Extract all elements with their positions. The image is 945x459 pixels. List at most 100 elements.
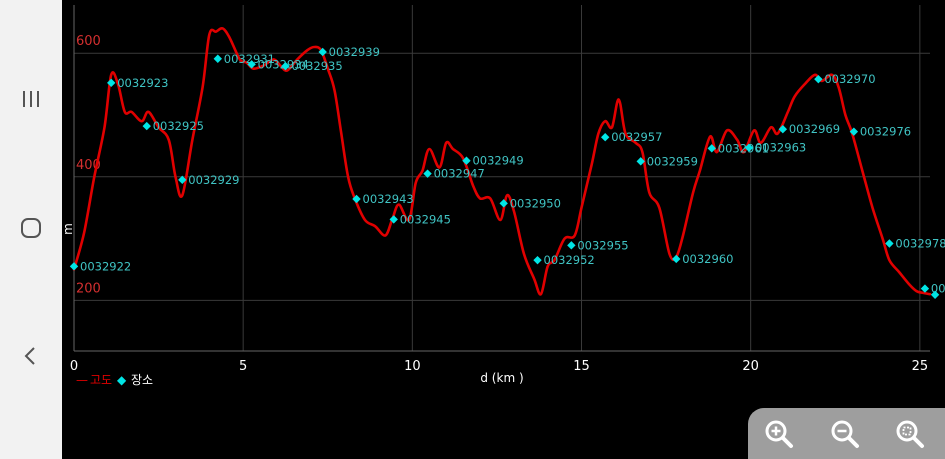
x-tick-label: 10 <box>404 359 421 374</box>
waypoint-marker <box>707 144 716 153</box>
legend: — 고도 ◆ 장소 <box>76 373 153 387</box>
android-nav-bar <box>0 0 62 459</box>
waypoint-marker <box>142 121 151 131</box>
waypoint-label: 0032978 <box>895 236 945 250</box>
waypoint-label: 0032960 <box>682 252 733 266</box>
waypoint-marker <box>778 124 788 134</box>
waypoint-label: 0032955 <box>577 238 628 252</box>
waypoint-marker <box>885 239 894 248</box>
waypoint-marker <box>930 290 940 299</box>
waypoint[interactable]: 0032959 <box>636 154 698 168</box>
zoom-fit-icon <box>896 420 924 448</box>
waypoint-label: 0032931 <box>224 52 275 66</box>
waypoint[interactable]: 0032935 <box>281 59 343 73</box>
waypoint-marker <box>600 133 610 142</box>
waypoint-marker <box>672 254 681 264</box>
waypoint[interactable]: 0032947 <box>423 167 485 181</box>
waypoint-label: 0032969 <box>789 122 840 136</box>
waypoint-marker <box>247 60 256 69</box>
waypoint-label: 0032952 <box>544 253 595 267</box>
waypoint-label: 0032929 <box>188 173 239 187</box>
x-tick-labels: 0 5 10 15 20 25 <box>70 359 928 374</box>
y-tick-label: 200 <box>76 281 101 296</box>
waypoint-label: 0032976 <box>860 125 911 139</box>
back-button[interactable] <box>0 336 62 376</box>
chart-grid <box>74 5 930 351</box>
waypoint[interactable]: 0032955 <box>567 238 629 252</box>
waypoint-label: 0032947 <box>434 167 485 181</box>
waypoint-markers: 0032922 0032923 0032925 0032929 0032931 00329… <box>69 45 945 299</box>
waypoint-marker <box>920 284 930 293</box>
waypoint-label: 0032943 <box>363 192 414 206</box>
waypoint[interactable]: 0032978 <box>885 236 945 250</box>
waypoint[interactable]: 0032945 <box>389 212 451 226</box>
waypoint-marker <box>636 157 645 166</box>
waypoint-label: 0032963 <box>755 141 806 155</box>
waypoint-marker <box>423 169 432 178</box>
legend-elevation-label: 고도 <box>90 373 112 387</box>
waypoint[interactable]: 0032952 <box>533 253 595 267</box>
waypoint-label: 0032935 <box>291 59 342 73</box>
zoom-in-button[interactable] <box>762 417 796 451</box>
waypoint[interactable]: 0032931 <box>213 52 275 66</box>
waypoint-marker <box>318 47 327 57</box>
x-tick-label: 0 <box>70 359 78 374</box>
waypoint-label: 0032961 <box>718 141 769 155</box>
waypoint-label: 0032925 <box>153 119 204 133</box>
zoom-out-button[interactable] <box>828 417 862 451</box>
waypoint-label: 0032923 <box>117 76 168 90</box>
waypoint-marker <box>499 199 508 208</box>
y-axis-title: m <box>62 223 75 235</box>
waypoint-marker <box>849 127 859 136</box>
waypoint-marker <box>744 143 754 152</box>
waypoint[interactable]: 0032929 <box>178 173 239 187</box>
waypoint[interactable]: 0032961 <box>707 141 769 155</box>
waypoint-label: 0032939 <box>329 45 380 59</box>
back-icon <box>24 347 35 365</box>
waypoint[interactable]: 0032922 <box>69 259 131 273</box>
waypoint[interactable]: 0032925 <box>142 119 204 133</box>
recents-icon <box>23 91 39 107</box>
waypoint-marker <box>213 54 222 63</box>
zoom-out-icon <box>831 420 859 448</box>
waypoint[interactable]: 0032950 <box>499 196 561 210</box>
y-tick-label: 600 <box>76 34 101 49</box>
waypoint[interactable]: 0032943 <box>352 192 414 206</box>
waypoint[interactable]: 0032939 <box>318 45 380 59</box>
waypoint[interactable]: 0032960 <box>672 252 733 266</box>
waypoint-label: 0032945 <box>400 212 451 226</box>
waypoint[interactable]: 0032957 <box>600 130 662 144</box>
waypoint-marker <box>567 241 576 250</box>
x-tick-label: 15 <box>573 359 590 374</box>
waypoint[interactable]: 0032969 <box>778 122 840 136</box>
waypoint[interactable]: 0032976 <box>849 125 911 139</box>
waypoint-label: 0032970 <box>824 72 875 86</box>
x-axis-title: d (km ) <box>480 371 523 385</box>
recents-button[interactable] <box>0 79 62 119</box>
waypoint-label: 0032950 <box>510 196 561 210</box>
home-button[interactable] <box>0 208 62 248</box>
waypoint-marker <box>107 78 116 88</box>
legend-waypoint-symbol: ◆ <box>117 373 127 387</box>
waypoint-label: 0032949 <box>472 154 523 168</box>
waypoint[interactable]: 0032963 <box>744 141 806 155</box>
x-tick-label: 25 <box>912 359 929 374</box>
x-tick-label: 5 <box>239 359 247 374</box>
legend-waypoint-label: 장소 <box>131 373 153 387</box>
waypoint-marker <box>352 194 361 204</box>
waypoint-marker <box>178 175 187 185</box>
waypoint[interactable]: 0032949 <box>462 154 524 168</box>
waypoint-label: 0032957 <box>611 130 662 144</box>
waypoint[interactable]: 0032923 <box>107 76 168 90</box>
elevation-line <box>72 26 932 296</box>
legend-line-symbol: — <box>76 373 88 387</box>
waypoint[interactable] <box>930 290 940 299</box>
zoom-controls <box>748 408 945 459</box>
waypoint-marker <box>69 262 79 271</box>
waypoint[interactable]: 0032970 <box>814 72 876 86</box>
waypoint-marker <box>281 61 290 71</box>
waypoint-marker <box>814 74 823 84</box>
zoom-fit-button[interactable] <box>893 417 927 451</box>
x-tick-label: 20 <box>742 359 759 374</box>
